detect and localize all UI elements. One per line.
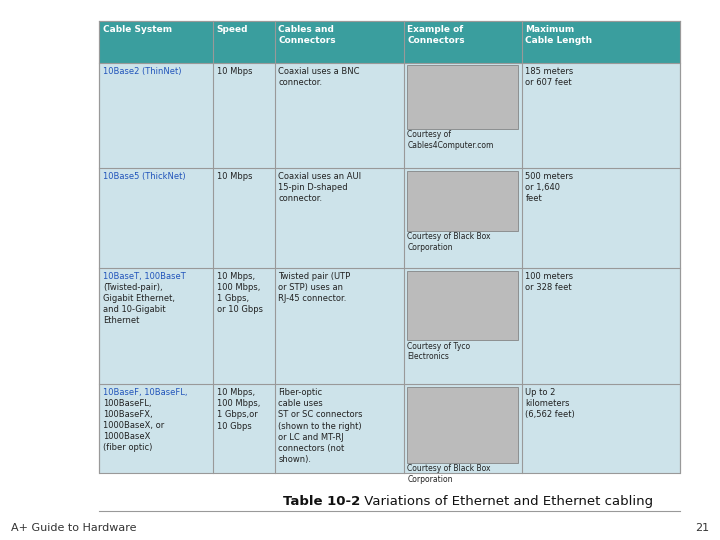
Text: Twisted pair (UTP
or STP) uses an
RJ-45 connector.: Twisted pair (UTP or STP) uses an RJ-45 … [279,272,351,303]
Text: 10BaseT, 100BaseT: 10BaseT, 100BaseT [103,272,186,281]
Text: 10 Mbps,
100 Mbps,
1 Gbps,
or 10 Gbps: 10 Mbps, 100 Mbps, 1 Gbps, or 10 Gbps [217,272,263,314]
Bar [408,387,518,463]
Text: Courtesy of
Cables4Computer.com: Courtesy of Cables4Computer.com [408,130,494,150]
Text: Cable System: Cable System [103,25,172,34]
Bar [408,271,518,340]
Bar [99,21,680,472]
Text: 10 Mbps: 10 Mbps [217,67,252,76]
Bar [99,21,680,63]
Bar [408,65,518,129]
Text: 10 Mbps: 10 Mbps [217,172,252,181]
Text: 10Base5 (ThickNet): 10Base5 (ThickNet) [103,172,186,181]
Text: 500 meters
or 1,640
feet: 500 meters or 1,640 feet [526,172,574,204]
Text: (Twisted-pair),
Gigabit Ethernet,
and 10-Gigabit
Ethernet: (Twisted-pair), Gigabit Ethernet, and 10… [103,283,175,325]
Text: 100BaseFL,
100BaseFX,
1000BaseX, or
1000BaseX
(fiber optic): 100BaseFL, 100BaseFX, 1000BaseX, or 1000… [103,399,164,452]
Text: Up to 2
kilometers
(6,562 feet): Up to 2 kilometers (6,562 feet) [526,388,575,420]
Text: Coaxial uses a BNC
connector.: Coaxial uses a BNC connector. [279,67,360,87]
Bar [408,171,518,231]
Text: 10 Mbps,
100 Mbps,
1 Gbps,or
10 Gbps: 10 Mbps, 100 Mbps, 1 Gbps,or 10 Gbps [217,388,260,430]
Text: Fiber-optic
cable uses
ST or SC connectors
(shown to the right)
or LC and MT-RJ
: Fiber-optic cable uses ST or SC connecto… [279,388,363,464]
Text: Cables and
Connectors: Cables and Connectors [279,25,336,45]
Text: 100 meters
or 328 feet: 100 meters or 328 feet [526,272,574,292]
Text: Table 10-2: Table 10-2 [283,495,360,508]
Text: Speed: Speed [217,25,248,34]
Text: 185 meters
or 607 feet: 185 meters or 607 feet [526,67,574,87]
Text: 10Base2 (ThinNet): 10Base2 (ThinNet) [103,67,181,76]
Text: Variations of Ethernet and Ethernet cabling: Variations of Ethernet and Ethernet cabl… [360,495,653,508]
Text: Example of
Connectors: Example of Connectors [408,25,465,45]
Text: Coaxial uses an AUI
15-pin D-shaped
connector.: Coaxial uses an AUI 15-pin D-shaped conn… [279,172,361,204]
Text: Maximum
Cable Length: Maximum Cable Length [526,25,593,45]
Text: Courtesy of Black Box
Corporation: Courtesy of Black Box Corporation [408,464,491,484]
Text: A+ Guide to Hardware: A+ Guide to Hardware [11,523,136,533]
Text: 10BaseF, 10BaseFL,: 10BaseF, 10BaseFL, [103,388,187,397]
Text: Courtesy of Black Box
Corporation: Courtesy of Black Box Corporation [408,232,491,252]
Text: 21: 21 [695,523,709,533]
Text: Courtesy of Tyco
Electronics: Courtesy of Tyco Electronics [408,342,471,361]
